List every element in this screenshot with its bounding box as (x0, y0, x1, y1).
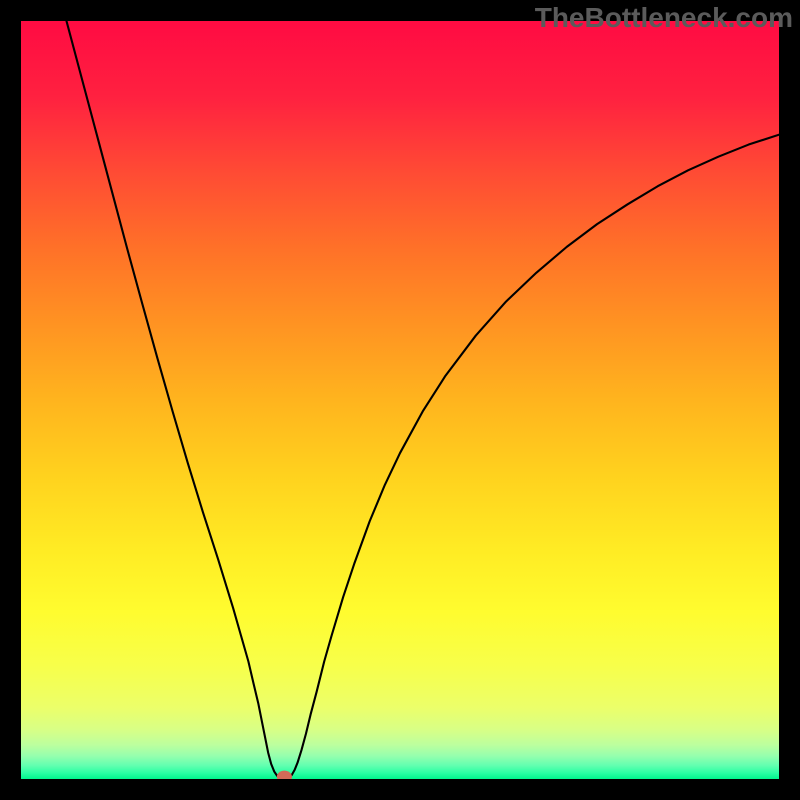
gradient-background (21, 21, 779, 779)
plot-area (21, 21, 779, 779)
watermark-text: TheBottleneck.com (535, 2, 793, 34)
chart-svg (21, 21, 779, 779)
